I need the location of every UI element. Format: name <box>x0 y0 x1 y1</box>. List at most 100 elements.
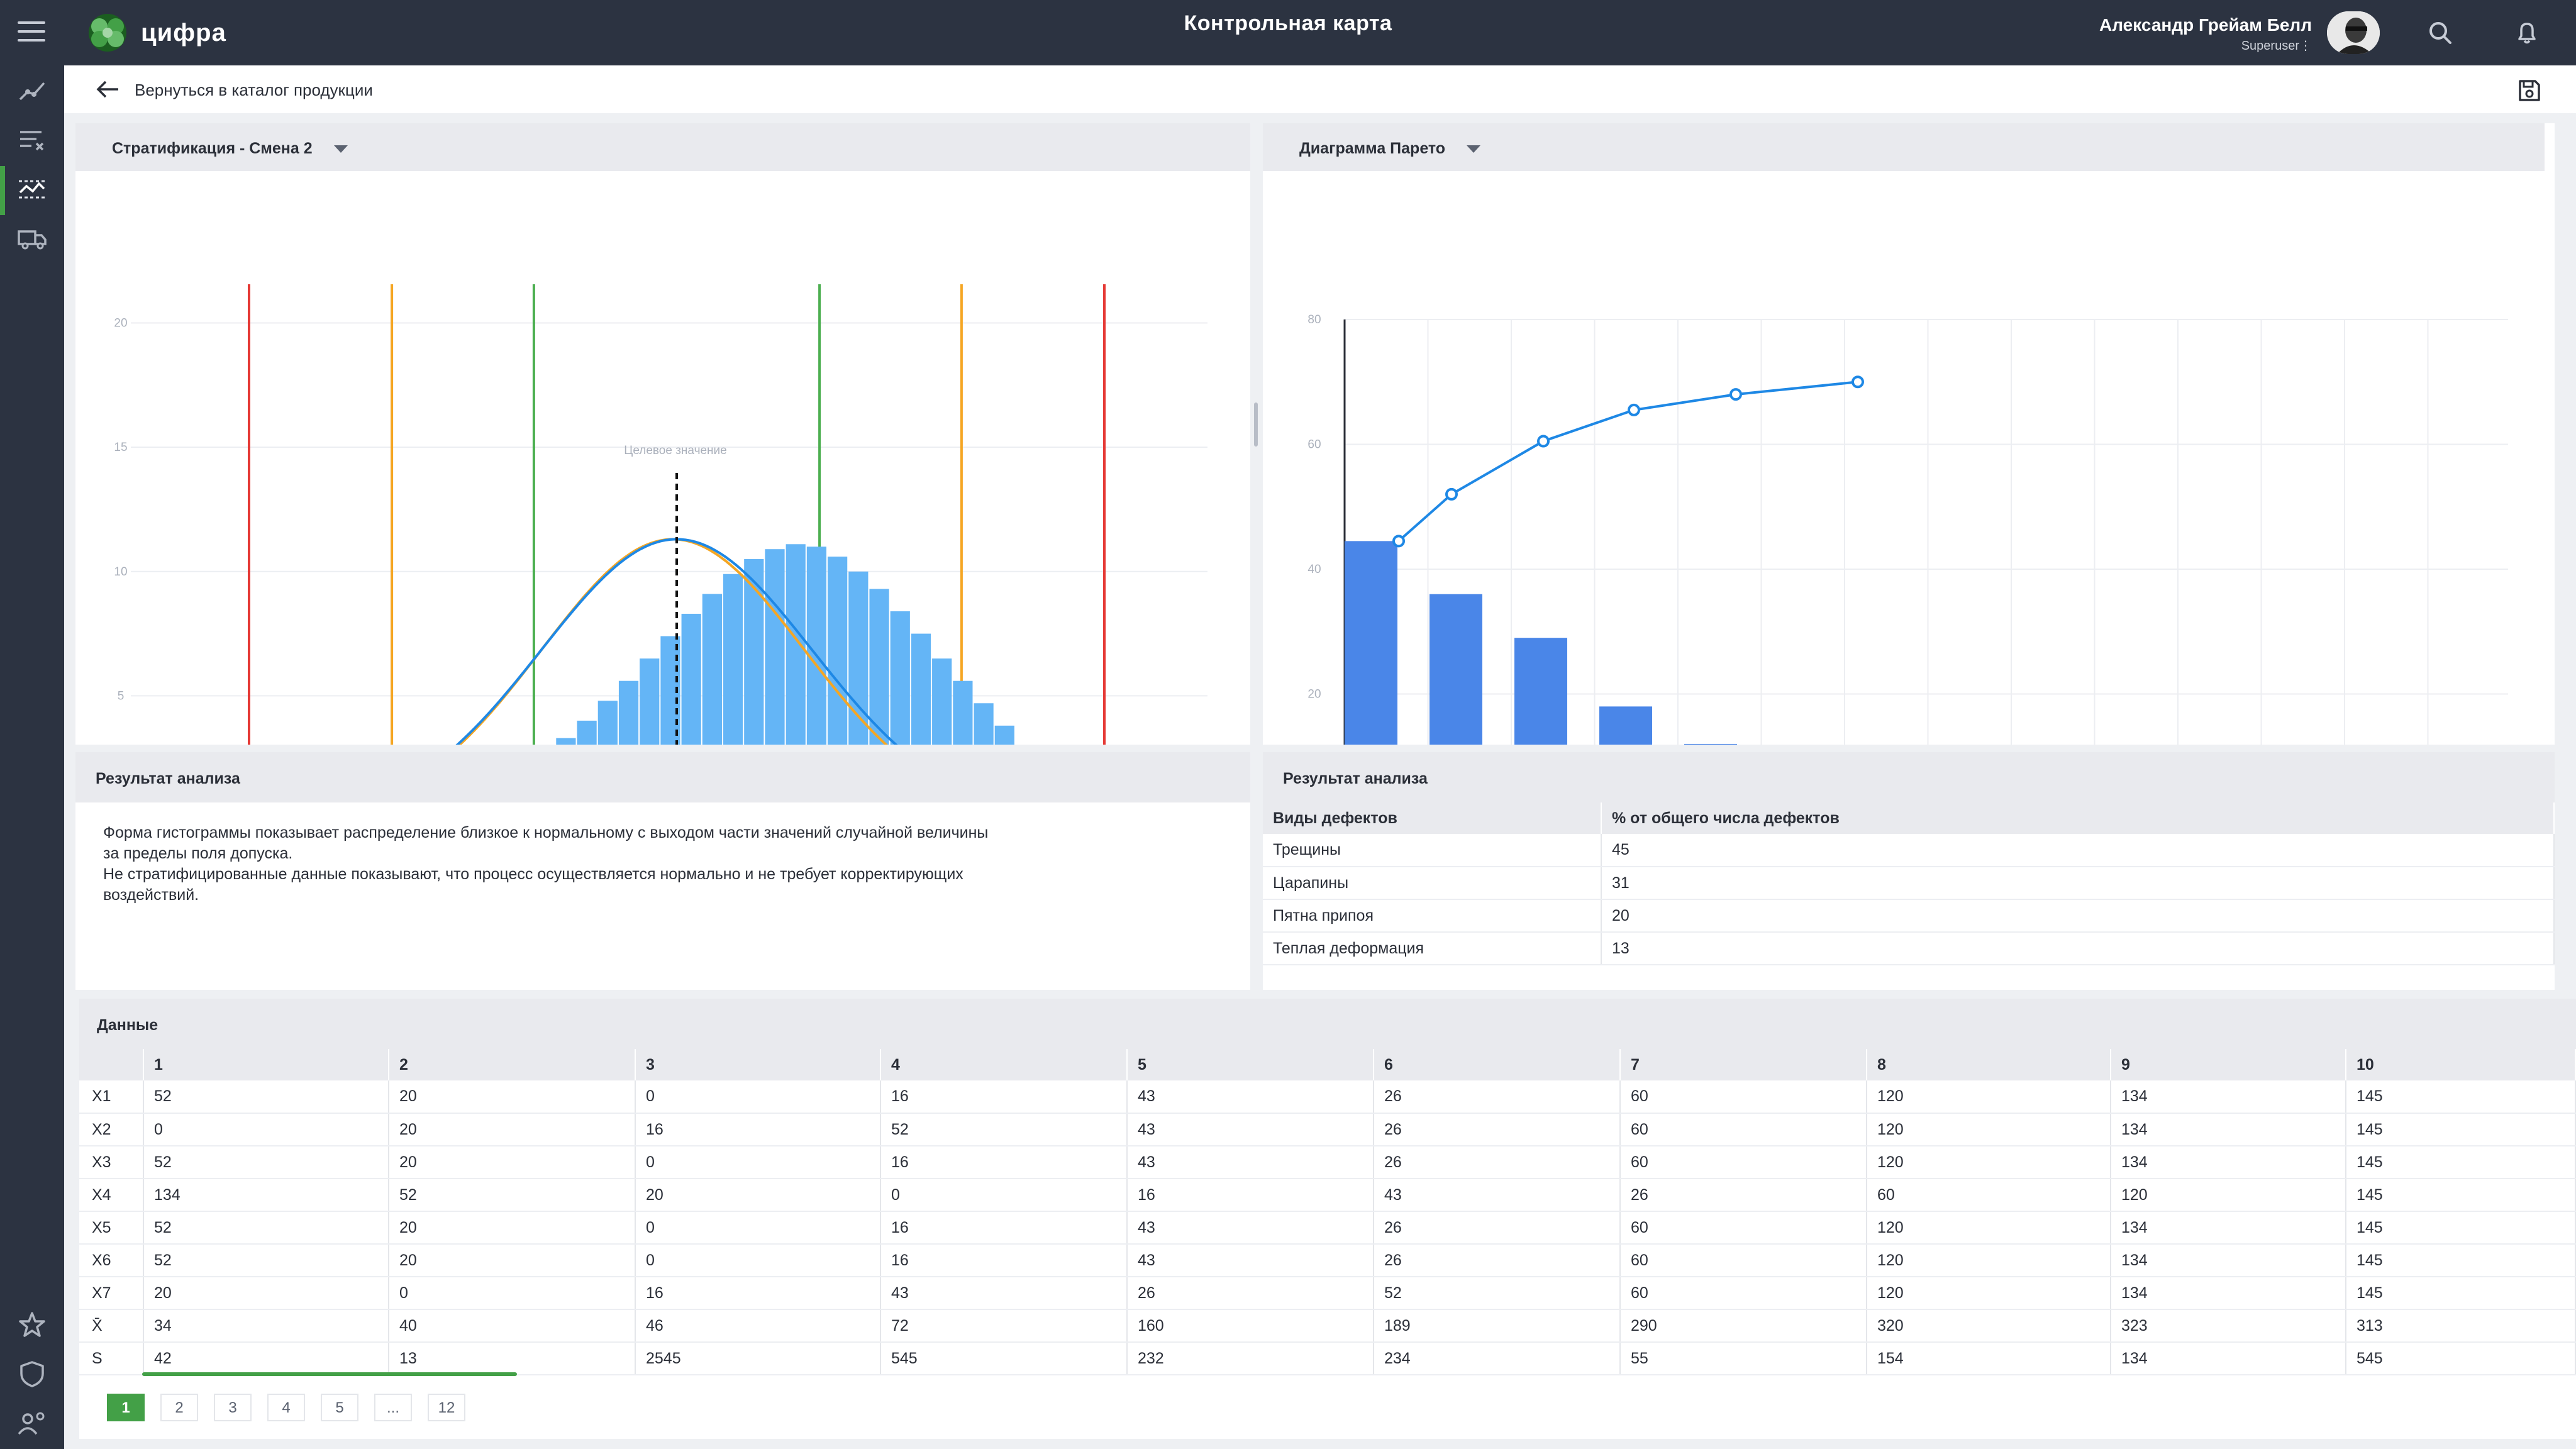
caret-down-icon <box>333 145 348 153</box>
trend-icon[interactable] <box>16 75 48 107</box>
data-col-7: 7 <box>1620 1049 1867 1080</box>
cumulative-line <box>1397 380 1858 542</box>
delivery-icon[interactable] <box>16 223 48 254</box>
data-cell: 120 <box>1867 1113 2111 1146</box>
page-button[interactable]: 1 <box>107 1394 145 1421</box>
y-tick-label: 60 <box>1307 438 1321 452</box>
data-cell: 20 <box>635 1179 881 1212</box>
avatar[interactable] <box>2327 11 2380 54</box>
data-cell: 43 <box>1127 1244 1374 1277</box>
page-button[interactable]: 2 <box>160 1394 198 1421</box>
row-label: X5 <box>79 1211 144 1245</box>
data-cell: 145 <box>2346 1146 2576 1179</box>
data-cell: 20 <box>143 1277 389 1310</box>
data-cell: 120 <box>1867 1211 2111 1245</box>
defect-percent: 13 <box>1601 932 2555 965</box>
data-cell: 16 <box>880 1211 1128 1245</box>
users-settings-icon[interactable] <box>16 1407 48 1439</box>
pagination: 1 2 3 4 5... 12 <box>107 1394 481 1421</box>
page-button[interactable]: 5 <box>321 1394 358 1421</box>
histogram-chart: Целевое значение 3,3383,5133,6873,8624,0… <box>114 284 1208 745</box>
data-cell: 120 <box>1867 1080 2111 1114</box>
data-cell: 43 <box>1127 1211 1374 1245</box>
y-tick-label: 20 <box>1307 688 1321 701</box>
row-label: X7 <box>79 1277 144 1310</box>
row-label: X3 <box>79 1146 144 1179</box>
histogram-bar <box>932 658 952 745</box>
data-cell: 145 <box>2346 1211 2576 1245</box>
page-button[interactable]: ... <box>374 1394 412 1421</box>
panel-resize-handle[interactable] <box>1254 402 1258 447</box>
table-row: Теплая деформация 13 <box>1263 932 2555 965</box>
page-title: Контрольная карта <box>1184 11 1392 35</box>
page-button[interactable]: 3 <box>214 1394 252 1421</box>
data-cell: 16 <box>635 1113 881 1146</box>
page-button[interactable]: 4 <box>267 1394 305 1421</box>
data-cell: 72 <box>880 1309 1128 1343</box>
stratification-dropdown[interactable]: Стратификация - Смена 2 <box>75 123 1250 171</box>
analysis-text: Форма гистограммы показывает распределен… <box>103 823 1248 906</box>
back-to-catalog-link[interactable]: Вернуться в каталог продукции <box>135 80 373 99</box>
defect-name: Трещины <box>1263 834 1602 867</box>
histogram-bar <box>723 574 743 745</box>
defect-name: Теплая деформация <box>1263 932 1602 965</box>
user-name: Александр Грейам Белл <box>2099 15 2312 35</box>
shield-icon[interactable] <box>16 1358 48 1390</box>
table-row: X2 0 20 16 52 43 26 60 120 134 145 <box>79 1113 2576 1146</box>
data-cell: 145 <box>2346 1277 2576 1310</box>
data-cell: 145 <box>2346 1080 2576 1114</box>
star-icon[interactable] <box>16 1309 48 1341</box>
analysis-line-3: Не стратифицированные данные показывают,… <box>103 865 963 883</box>
scroll-progress-bar <box>142 1372 517 1376</box>
table-row: X7 20 0 16 43 26 52 60 120 134 145 <box>79 1277 2576 1310</box>
top-bar: цифра Контрольная карта Александр Грейам… <box>0 0 2576 65</box>
user-info[interactable]: Александр Грейам Белл Superuser⋮ <box>2099 15 2312 53</box>
data-cell: 134 <box>2111 1080 2346 1114</box>
histogram-bar <box>869 589 889 745</box>
data-cell: 26 <box>1374 1244 1621 1277</box>
row-label: X1 <box>79 1080 144 1114</box>
defect-name: Царапины <box>1263 867 1602 900</box>
data-col-1: 1 <box>143 1049 389 1080</box>
bell-icon[interactable] <box>2513 19 2541 47</box>
data-col-2: 2 <box>389 1049 636 1080</box>
data-cell: 0 <box>635 1211 881 1245</box>
data-cell: 145 <box>2346 1179 2576 1212</box>
data-cell: 42 <box>143 1342 389 1375</box>
menu-icon[interactable] <box>18 21 45 44</box>
pareto-bar <box>1514 638 1567 745</box>
histogram-bar <box>848 571 869 745</box>
data-cell: 16 <box>635 1277 881 1310</box>
cumulative-point <box>1729 388 1742 401</box>
defect-percent: 45 <box>1601 834 2555 867</box>
filter-list-icon[interactable] <box>16 123 48 155</box>
search-icon[interactable] <box>2426 19 2454 47</box>
pareto-dropdown[interactable]: Диаграмма Парето <box>1263 123 2545 171</box>
histogram-bar <box>681 613 701 745</box>
data-table: 1 2 3 4 5 6 7 8 9 10 X1 52 20 0 16 43 26 60 120 134 145 X2 0 2… <box>79 1049 2576 1375</box>
data-cell: 52 <box>143 1146 389 1179</box>
data-cell: 120 <box>1867 1146 2111 1179</box>
data-panel: Данные 1 2 3 4 5 6 7 8 9 10 X1 52 20 0 16 43 26 60 120 134… <box>79 999 2576 1439</box>
data-cell: 20 <box>389 1113 636 1146</box>
save-icon[interactable] <box>2517 78 2542 103</box>
control-chart-icon[interactable] <box>16 174 48 205</box>
data-cell: 134 <box>2111 1113 2346 1146</box>
data-cell: 52 <box>389 1179 636 1212</box>
page-button[interactable]: 12 <box>428 1394 465 1421</box>
row-label: X̄ <box>79 1309 144 1343</box>
data-cell: 52 <box>1374 1277 1621 1310</box>
data-title: Данные <box>79 999 2576 1049</box>
data-cell: 60 <box>1620 1277 1867 1310</box>
data-cell: 60 <box>1867 1179 2111 1212</box>
app-logo[interactable]: цифра <box>83 13 226 53</box>
arrow-left-icon[interactable] <box>96 79 121 99</box>
defect-name: Пятна припоя <box>1263 899 1602 933</box>
histogram-bar <box>597 701 618 745</box>
histogram-bar <box>890 611 910 745</box>
data-cell: 13 <box>389 1342 636 1375</box>
table-row: Трещины 45 <box>1263 834 2555 867</box>
table-row: X1 52 20 0 16 43 26 60 120 134 145 <box>79 1080 2576 1114</box>
data-cell: 134 <box>2111 1146 2346 1179</box>
pareto-chart: 020406080 <box>1307 313 2508 745</box>
